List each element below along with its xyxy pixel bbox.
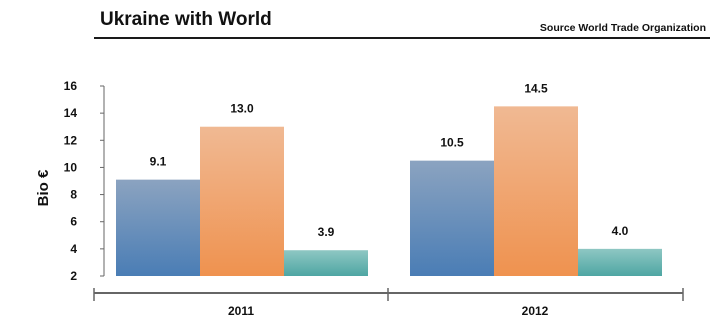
x-axis: 2011 2012	[93, 288, 684, 318]
bar-value-label: 9.1	[150, 155, 167, 169]
y-tick-label: 16	[64, 79, 78, 93]
bar-value-label: 14.5	[524, 81, 548, 95]
y-tick-label: 8	[70, 188, 77, 202]
y-tick-label: 12	[64, 133, 78, 147]
bars	[116, 106, 662, 276]
bar	[116, 179, 200, 276]
y-tick-label: 10	[64, 160, 78, 174]
y-tick-label: 6	[70, 215, 77, 229]
bar	[200, 126, 284, 276]
y-axis-label: Bio €	[35, 169, 52, 206]
chart-title: Ukraine with World	[100, 9, 272, 30]
bar-value-label: 4.0	[612, 224, 629, 238]
x-category-label: 2012	[522, 304, 549, 318]
source-note: Source World Trade Organization	[540, 22, 706, 34]
bar-value-label: 3.9	[318, 225, 335, 239]
bar-value-label: 13.0	[230, 102, 254, 116]
y-tick-label: 4	[70, 242, 77, 256]
value-labels: 9.1 13.0 3.9 10.5 14.5 4.0	[150, 81, 629, 239]
bar	[284, 250, 368, 276]
x-category-label: 2011	[228, 304, 254, 318]
bar	[494, 106, 578, 276]
y-axis: 2 4 6 8 10 12 14 16	[64, 79, 105, 283]
bar-value-label: 10.5	[440, 136, 464, 150]
bar	[578, 248, 662, 276]
y-tick-label: 14	[64, 106, 78, 120]
y-tick-label: 2	[70, 269, 77, 283]
bar	[410, 160, 494, 276]
